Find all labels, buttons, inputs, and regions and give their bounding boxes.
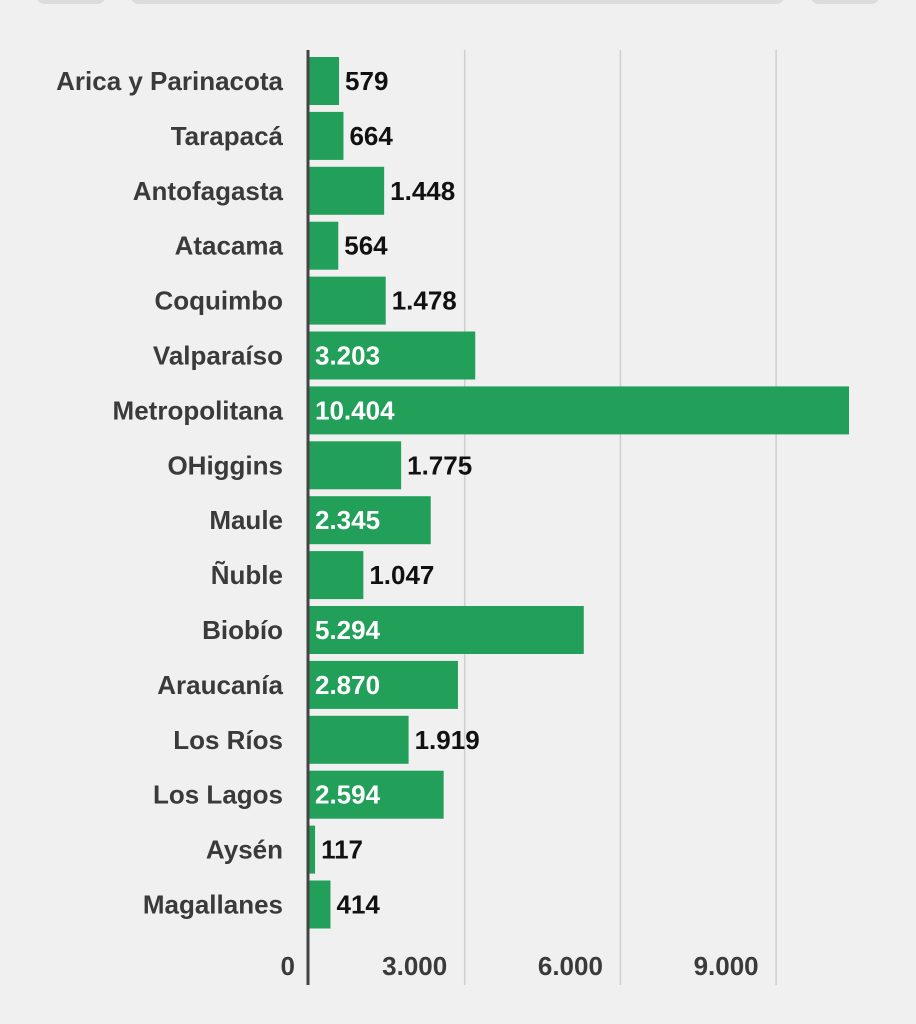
x-tick-label: 3.000 [382,951,447,981]
category-label: Magallanes [143,890,283,920]
value-label: 414 [336,890,380,920]
top-pill-right[interactable] [810,0,880,4]
category-label: Los Ríos [173,725,283,755]
bar[interactable] [309,660,458,709]
category-label: Ñuble [211,560,283,590]
category-label: Araucanía [157,670,283,700]
x-tick-label: 6.000 [538,951,603,981]
category-label: Atacama [175,231,284,261]
value-label: 117 [321,835,363,865]
category-label: Aysén [206,835,283,865]
top-bar [0,0,916,8]
x-tick-label: 0 [281,951,295,981]
category-label: Tarapacá [171,121,284,151]
category-labels: Arica y Parinacota Tarapacá Antofagasta Ata… [56,66,283,920]
top-pill-center[interactable] [130,0,785,4]
value-label: 564 [344,231,388,261]
bar[interactable] [309,441,402,490]
top-pill-left[interactable] [36,0,106,4]
value-label: 5.294 [315,615,381,645]
value-label: 3.203 [315,341,380,371]
bar[interactable] [309,111,344,160]
category-label: Arica y Parinacota [56,66,283,96]
value-label: 2.870 [315,670,380,700]
x-tick-labels: 0 3.000 6.000 9.000 [281,951,759,981]
category-label: OHiggins [167,450,283,480]
value-label: 1.047 [369,560,434,590]
value-label: 1.448 [390,176,455,206]
bar[interactable] [309,825,316,874]
value-label: 664 [349,121,393,151]
category-label: Biobío [202,615,283,645]
bar[interactable] [309,606,584,654]
bar[interactable] [309,221,339,270]
gridlines [463,50,777,985]
value-label: 10.404 [315,395,395,425]
bar[interactable] [309,496,431,545]
category-label: Maule [209,505,283,535]
bar[interactable] [309,551,364,600]
x-tick-label: 9.000 [694,951,759,981]
bar[interactable] [309,166,385,215]
bar[interactable] [309,386,849,435]
bar[interactable] [309,770,444,819]
value-label: 579 [345,66,388,96]
bar[interactable] [309,276,386,325]
value-label: 2.345 [315,505,380,535]
category-label: Metropolitana [113,395,284,425]
value-label: 1.478 [392,286,457,316]
value-label: 2.594 [315,780,381,810]
bars [309,57,849,929]
bar[interactable] [309,331,476,380]
category-label: Coquimbo [154,286,283,316]
category-label: Valparaíso [153,341,283,371]
bar[interactable] [309,880,331,929]
value-label: 1.919 [415,725,480,755]
category-label: Los Lagos [153,780,283,810]
bar[interactable] [309,715,409,764]
category-label: Antofagasta [133,176,284,206]
value-label: 1.775 [407,450,472,480]
bar[interactable] [309,57,340,105]
